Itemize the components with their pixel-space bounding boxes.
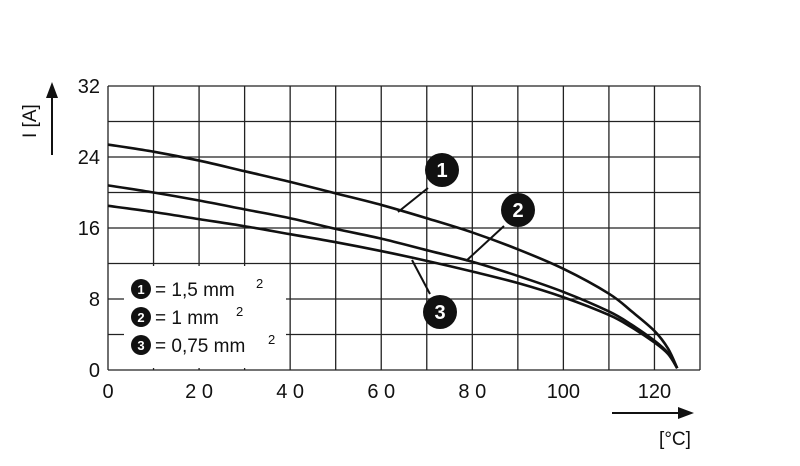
legend-marker-number: 3 xyxy=(137,338,144,353)
y-tick-label: 8 xyxy=(89,289,100,311)
series-line-2 xyxy=(107,184,679,369)
legend-marker-3 xyxy=(131,335,151,355)
legend-label: = 0,75 mm xyxy=(155,336,245,357)
series-line-3 xyxy=(107,204,679,369)
x-tick-label: 120 xyxy=(638,381,671,403)
legend-superscript: 2 xyxy=(236,304,243,319)
x-tick-label: 4 0 xyxy=(276,381,304,403)
x-tick-label: 8 0 xyxy=(458,381,486,403)
x-tick-label: 2 0 xyxy=(185,381,213,403)
legend-marker-number: 2 xyxy=(137,310,144,325)
series-lines xyxy=(107,143,679,369)
legend-marker-number: 1 xyxy=(137,282,144,297)
y-tick-label: 0 xyxy=(89,360,100,382)
y-tick-label: 32 xyxy=(78,76,100,98)
y-axis-arrow-head xyxy=(46,82,58,98)
x-axis-label: [°C] xyxy=(659,429,691,450)
series-markers: 1 2 3 xyxy=(397,153,535,329)
legend-marker-1 xyxy=(131,279,151,299)
x-tick-labels: 0 2 0 4 0 6 0 8 0 100 120 xyxy=(102,381,671,403)
callout-leader-3 xyxy=(411,259,431,295)
legend: 1 = 1,5 mm 22 = 1 mm 23 = 0,75 mm 2 xyxy=(124,266,286,368)
x-tick-label: 0 xyxy=(102,381,113,403)
callout-number: 1 xyxy=(436,160,447,182)
callout-marker-3 xyxy=(423,295,457,329)
callout-number: 2 xyxy=(512,200,523,222)
grid xyxy=(107,85,701,371)
y-axis-label: I [A] xyxy=(20,104,41,138)
legend-superscript: 2 xyxy=(268,332,275,347)
y-tick-labels: 0 8 16 24 32 xyxy=(78,76,100,382)
y-tick-label: 24 xyxy=(78,147,100,169)
x-tick-label: 6 0 xyxy=(367,381,395,403)
legend-label: = 1 mm xyxy=(155,308,219,329)
callout-leader-2 xyxy=(465,225,505,262)
x-axis-label-group: [°C] xyxy=(612,407,694,450)
callout-leader-1 xyxy=(397,187,429,213)
series-line-1 xyxy=(107,143,679,369)
callout-marker-1 xyxy=(425,153,459,187)
callout-marker-2 xyxy=(501,193,535,227)
y-tick-label: 16 xyxy=(78,218,100,240)
x-tick-label: 100 xyxy=(547,381,580,403)
callout-number: 3 xyxy=(434,302,445,324)
legend-label: = 1,5 mm xyxy=(155,280,235,301)
legend-superscript: 2 xyxy=(256,276,263,291)
y-axis-label-group: I [A] xyxy=(20,82,58,155)
legend-marker-2 xyxy=(131,307,151,327)
x-axis-arrow-head xyxy=(678,407,694,419)
